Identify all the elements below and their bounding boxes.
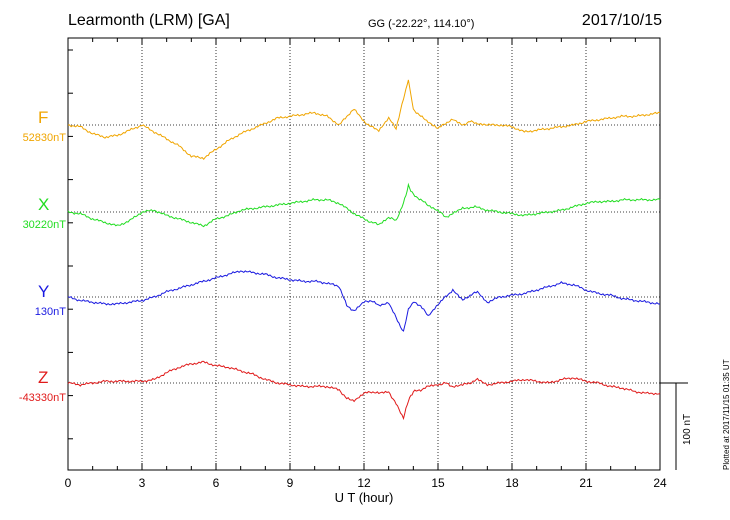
series-line-z (67, 360, 661, 421)
x-tick-labels: 0 3 6 9 12 15 18 21 24 (65, 476, 667, 490)
baseline-label-z: -43330nT (18, 392, 66, 404)
station-coordinates: GG (-22.22°, 114.10°) (368, 18, 475, 30)
x-tick-label: 9 (287, 476, 294, 490)
chart-title: Learmonth (LRM) [GA] (68, 12, 230, 29)
chart-date: 2017/10/15 (581, 12, 662, 29)
grid-lines (68, 38, 660, 470)
series-line-y (67, 270, 660, 332)
series-label-f: F (38, 108, 49, 127)
x-tick-label: 6 (213, 476, 220, 490)
series-lines (67, 79, 661, 421)
series-label-x: X (38, 195, 50, 214)
x-axis-label: U T (hour) (335, 490, 394, 505)
scale-bar: 100 nT (660, 382, 693, 470)
axis-ticks (67, 38, 661, 470)
x-tick-label: 21 (579, 476, 593, 490)
series-line-f (67, 79, 661, 160)
baseline-label-y: 130nT (34, 306, 66, 318)
x-tick-label: 24 (653, 476, 667, 490)
baseline-label-f: 52830nT (22, 132, 66, 144)
x-tick-label: 18 (505, 476, 519, 490)
baseline-label-x: 30220nT (22, 219, 66, 231)
x-tick-label: 0 (65, 476, 72, 490)
series-label-z: Z (38, 368, 49, 387)
x-tick-label: 3 (139, 476, 146, 490)
x-tick-label: 12 (357, 476, 371, 490)
series-line-x (67, 182, 661, 228)
series-label-y: Y (38, 282, 50, 301)
x-tick-label: 15 (431, 476, 445, 490)
scale-bar-label: 100 nT (682, 414, 693, 445)
